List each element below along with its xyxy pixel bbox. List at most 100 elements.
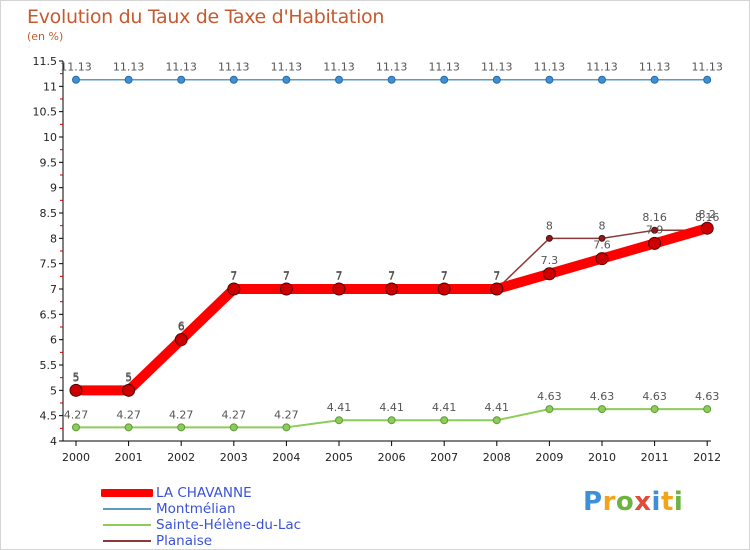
data-point-la-chavanne (437, 282, 451, 296)
data-label-la-chavanne: 6 (178, 320, 185, 333)
logo-letter: i (651, 487, 661, 517)
y-tick-label: 4.5 (40, 410, 58, 423)
y-tick-label: 6.5 (40, 308, 58, 321)
data-label-planaise: 5 (73, 371, 80, 384)
data-point-sainte-helene-du-lac (440, 416, 449, 425)
x-tick-label: 2008 (483, 451, 511, 464)
data-point-planaise (545, 234, 553, 242)
logo-letter: o (615, 487, 635, 517)
logo-letter: P (583, 487, 603, 517)
y-tick-label: 8 (50, 232, 57, 245)
legend-item-montmelian: Montmélian (101, 501, 301, 517)
data-point-sainte-helene-du-lac (703, 405, 712, 414)
data-point-la-chavanne (648, 236, 662, 250)
x-tick-label: 2012 (693, 451, 721, 464)
data-point-sainte-helene-du-lac (72, 423, 80, 432)
data-label-la-chavanne: 7.9 (646, 223, 664, 236)
series-lines (69, 75, 714, 432)
legend-label-la-chavanne: LA CHAVANNE (156, 485, 252, 501)
logo-letter: t (660, 487, 674, 517)
y-tick-label: 4 (50, 435, 57, 448)
y-tick-label: 5.5 (40, 359, 58, 372)
data-label-montmelian: 11.13 (481, 61, 513, 74)
y-tick-label: 10 (43, 131, 57, 144)
x-tick-label: 2004 (272, 451, 300, 464)
data-label-sainte-helene-du-lac: 4.41 (485, 401, 510, 414)
chart-axes: 4 4.5 5 5.5 6 6.5 7 7.5 8 8.5 9 9.5 10 10.5 11 11.5 2000… (33, 55, 722, 464)
data-label-la-chavanne: 7.6 (593, 239, 611, 252)
x-tick-label: 2000 (62, 451, 90, 464)
data-point-montmelian (335, 75, 343, 84)
logo-letter: i (673, 487, 684, 517)
data-label-sainte-helene-du-lac: 4.63 (695, 390, 720, 403)
x-tick-label: 2010 (588, 451, 616, 464)
data-label-sainte-helene-du-lac: 4.27 (169, 408, 194, 421)
data-point-montmelian (650, 75, 659, 84)
data-label-sainte-helene-du-lac: 4.27 (222, 408, 247, 421)
data-label-planaise: 8 (546, 219, 553, 232)
proxiti-logo: Proxiti (583, 487, 683, 517)
data-label-montmelian: 11.13 (376, 61, 408, 74)
data-point-la-chavanne (542, 267, 556, 281)
data-label-sainte-helene-du-lac: 4.41 (327, 401, 352, 414)
legend-item-la-chavanne: LA CHAVANNE (101, 485, 301, 501)
x-tick-label: 2006 (378, 451, 406, 464)
data-label-planaise: 6 (178, 321, 185, 334)
legend-label-montmelian: Montmélian (156, 501, 236, 517)
data-point-sainte-helene-du-lac (545, 405, 554, 414)
data-label-montmelian: 11.13 (60, 61, 92, 74)
data-point-la-chavanne (385, 282, 399, 296)
legend-item-sainte-helene-du-lac: Sainte-Hélène-du-Lac (101, 517, 301, 533)
legend-swatch-planaise (103, 540, 151, 542)
data-point-la-chavanne (595, 252, 609, 266)
data-point-planaise (598, 234, 606, 242)
legend: LA CHAVANNE Montmélian Sainte-Hélène-du-… (101, 485, 301, 549)
data-point-la-chavanne (700, 221, 714, 235)
logo-letter: r (602, 487, 616, 517)
data-point-montmelian (492, 75, 501, 84)
data-point-montmelian (124, 75, 133, 84)
y-tick-label: 11 (43, 80, 57, 93)
data-point-la-chavanne (69, 383, 83, 397)
data-point-planaise (651, 226, 659, 234)
x-tick-label: 2003 (220, 451, 248, 464)
data-label-planaise: 8.16 (695, 211, 720, 224)
y-tick-label: 7.5 (40, 258, 58, 271)
data-label-montmelian: 11.13 (691, 61, 723, 74)
data-label-montmelian: 11.13 (323, 61, 355, 74)
data-label-montmelian: 11.13 (271, 61, 303, 74)
x-tick-label: 2007 (430, 451, 458, 464)
data-label-planaise: 7 (388, 270, 395, 283)
data-label-planaise: 7 (336, 270, 343, 283)
legend-swatch-la-chavanne (101, 489, 153, 497)
data-point-sainte-helene-du-lac (177, 423, 186, 432)
data-label-la-chavanne: 7 (441, 269, 448, 282)
data-label-la-chavanne: 8.2 (698, 208, 716, 221)
data-label-planaise: 5 (125, 371, 132, 384)
data-point-sainte-helene-du-lac (492, 416, 501, 425)
data-label-la-chavanne: 7 (388, 269, 395, 282)
chart-subtitle: (en %) (27, 30, 64, 43)
data-point-la-chavanne (490, 282, 504, 296)
data-label-la-chavanne: 5 (73, 370, 80, 383)
data-point-montmelian (545, 75, 554, 84)
data-point-montmelian (229, 75, 238, 84)
data-label-montmelian: 11.13 (428, 61, 460, 74)
data-label-planaise: 8.16 (642, 211, 667, 224)
x-tick-label: 2011 (641, 451, 669, 464)
y-tick-label: 9.5 (40, 156, 58, 169)
y-tick-label: 7 (50, 283, 57, 296)
data-label-sainte-helene-du-lac: 4.27 (116, 408, 141, 421)
data-label-montmelian: 11.13 (165, 61, 197, 74)
series-data-labels: 11.13 11.13 11.13 11.13 11.13 11.13 11.13 11.13… (60, 61, 723, 422)
data-label-planaise: 7 (441, 270, 448, 283)
data-label-sainte-helene-du-lac: 4.63 (642, 390, 667, 403)
data-label-la-chavanne: 7 (493, 269, 500, 282)
data-label-sainte-helene-du-lac: 4.41 (432, 401, 457, 414)
data-label-la-chavanne: 7 (336, 269, 343, 282)
data-point-sainte-helene-du-lac (229, 423, 238, 432)
data-label-la-chavanne: 7 (230, 269, 237, 282)
legend-label-sainte-helene-du-lac: Sainte-Hélène-du-Lac (156, 517, 302, 533)
data-label-la-chavanne: 7.3 (541, 254, 559, 267)
